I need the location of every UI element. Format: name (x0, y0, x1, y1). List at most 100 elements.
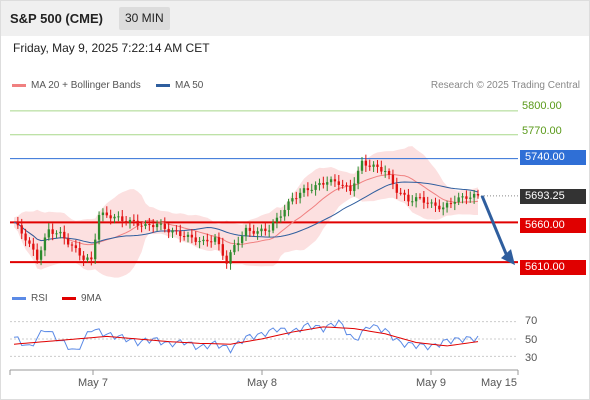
candle-body (356, 170, 360, 184)
candle-body (322, 182, 325, 185)
candle-body (182, 236, 186, 238)
forecast-arrow-head (501, 249, 515, 266)
candle-body (422, 197, 426, 203)
rsi-swatch (12, 296, 26, 300)
level-tag-5740: 5740.00 (520, 150, 586, 165)
candle-body (121, 216, 124, 222)
candle-body (364, 160, 368, 166)
candle-body (140, 225, 143, 227)
candle-body (453, 202, 456, 204)
candle-body (210, 241, 213, 243)
candle-body (391, 174, 395, 185)
candle-body (445, 203, 449, 208)
candle-body (248, 227, 252, 231)
x-label-may8: May 8 (247, 377, 277, 389)
candle-body (368, 165, 371, 167)
candle-body (32, 243, 35, 250)
legend-ma50-label: MA 50 (175, 80, 204, 91)
candle-body (213, 237, 217, 242)
candle-body (287, 201, 290, 210)
legend-9ma-label: 9MA (81, 293, 102, 304)
candle-body (268, 230, 271, 232)
x-label-may15: May 15 (480, 377, 518, 389)
candle-body (318, 182, 321, 186)
legend-ma50: MA 50 (156, 80, 203, 91)
candle-body (237, 243, 240, 246)
candle-body (469, 197, 472, 199)
candle-body (442, 207, 445, 210)
chart-header: S&P 500 (CME) 30 MIN (0, 0, 590, 36)
candle-body (20, 225, 23, 234)
ma20-line (13, 173, 479, 246)
candle-body (341, 184, 344, 186)
candle-body (271, 222, 275, 231)
candle-body (465, 196, 468, 199)
candle-body (113, 216, 116, 219)
candle-body (171, 230, 174, 233)
candle-body (302, 188, 306, 193)
candle-body (264, 228, 267, 231)
candle-body (380, 166, 383, 172)
rsi-line (13, 319, 479, 354)
candle-body (225, 255, 228, 264)
candle-body (418, 197, 422, 199)
candle-body (94, 239, 97, 260)
candle-body (152, 225, 155, 228)
candle-body (399, 192, 402, 194)
candle-body (51, 229, 54, 234)
candle-body (47, 229, 50, 238)
candle-body (155, 223, 159, 228)
candle-body (105, 212, 108, 216)
candle-body (376, 164, 379, 167)
candle-body (190, 234, 194, 238)
candle-body (97, 215, 101, 240)
timestamp: Friday, May 9, 2025 7:22:14 AM CET (13, 41, 210, 55)
rsi-ma9-line (13, 326, 479, 347)
candle-body (353, 183, 356, 192)
candle-body (90, 257, 93, 260)
candle-body (333, 179, 337, 182)
candle-body (194, 237, 197, 242)
candle-body (476, 193, 480, 196)
interval-button[interactable]: 30 MIN (119, 7, 170, 30)
ma9-swatch (62, 296, 76, 300)
legend-rsi: RSI (12, 293, 48, 304)
candle-body (314, 185, 317, 190)
level-label-5770: 5770.00 (522, 125, 562, 137)
level-tag-5660: 5660.00 (520, 218, 586, 233)
candle-body (438, 205, 441, 210)
rsi-tick-50: 50 (525, 334, 538, 346)
candle-body (407, 194, 410, 202)
candle-body (206, 239, 209, 242)
candle-body (252, 230, 255, 234)
candle-body (279, 216, 282, 218)
candle-body (345, 185, 348, 187)
forecast-arrow-shaft (480, 195, 509, 257)
candle-body (159, 223, 163, 225)
candle-body (179, 231, 182, 237)
candle-body (349, 185, 352, 192)
candle-body (395, 184, 398, 193)
candle-body (217, 237, 221, 245)
candle-body (128, 219, 132, 223)
last-price-tag: 5693.25 (520, 189, 586, 204)
candle-body (109, 215, 112, 219)
candle-body (28, 240, 31, 244)
candle-body (86, 257, 89, 260)
candle-body (306, 188, 310, 191)
rsi-tick-30: 30 (525, 352, 538, 364)
candle-body (326, 182, 329, 185)
candle-body (132, 219, 136, 221)
candle-body (457, 197, 460, 203)
candle-body (240, 236, 244, 244)
candle-body (372, 164, 375, 167)
candle-body (144, 224, 147, 227)
candle-body (221, 244, 224, 256)
candle-body (233, 245, 236, 253)
candle-body (461, 196, 464, 198)
candle-body (39, 250, 43, 260)
candle-body (63, 231, 66, 239)
candle-body (337, 181, 340, 185)
candle-body (163, 223, 166, 229)
candle-body (283, 209, 286, 217)
